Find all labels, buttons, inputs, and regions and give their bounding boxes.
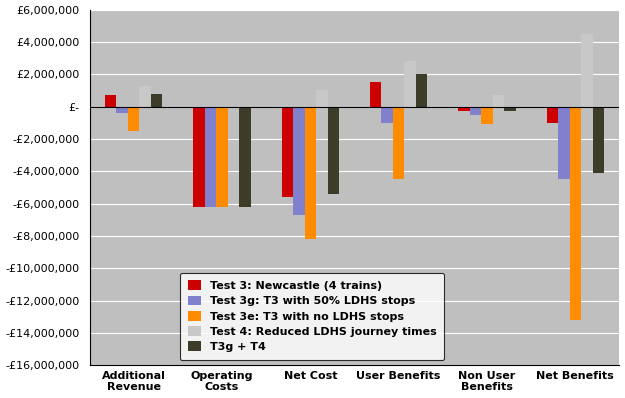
Bar bbox=[239, 107, 251, 207]
Bar bbox=[128, 107, 139, 131]
Bar bbox=[116, 107, 128, 113]
Bar bbox=[481, 107, 492, 124]
Bar bbox=[393, 107, 404, 179]
Bar bbox=[282, 107, 293, 197]
Bar bbox=[381, 107, 393, 123]
Bar bbox=[316, 90, 328, 107]
Bar bbox=[458, 107, 470, 111]
Bar bbox=[404, 61, 416, 107]
Bar bbox=[581, 34, 592, 107]
Bar bbox=[558, 107, 569, 179]
Bar bbox=[328, 107, 339, 194]
Bar bbox=[139, 86, 151, 107]
Bar bbox=[416, 74, 428, 107]
Bar bbox=[592, 107, 604, 173]
Bar bbox=[370, 82, 381, 107]
Bar bbox=[205, 107, 216, 207]
Bar bbox=[193, 107, 205, 207]
Bar bbox=[492, 95, 504, 107]
Legend: Test 3: Newcastle (4 trains), Test 3g: T3 with 50% LDHS stops, Test 3e: T3 with : Test 3: Newcastle (4 trains), Test 3g: T… bbox=[180, 273, 444, 360]
Bar bbox=[569, 107, 581, 320]
Bar bbox=[216, 107, 227, 207]
Bar bbox=[105, 95, 116, 107]
Bar bbox=[470, 107, 481, 115]
Bar bbox=[293, 107, 304, 215]
Bar bbox=[151, 94, 162, 107]
Bar bbox=[547, 107, 558, 123]
Bar bbox=[304, 107, 316, 239]
Bar bbox=[504, 107, 516, 111]
